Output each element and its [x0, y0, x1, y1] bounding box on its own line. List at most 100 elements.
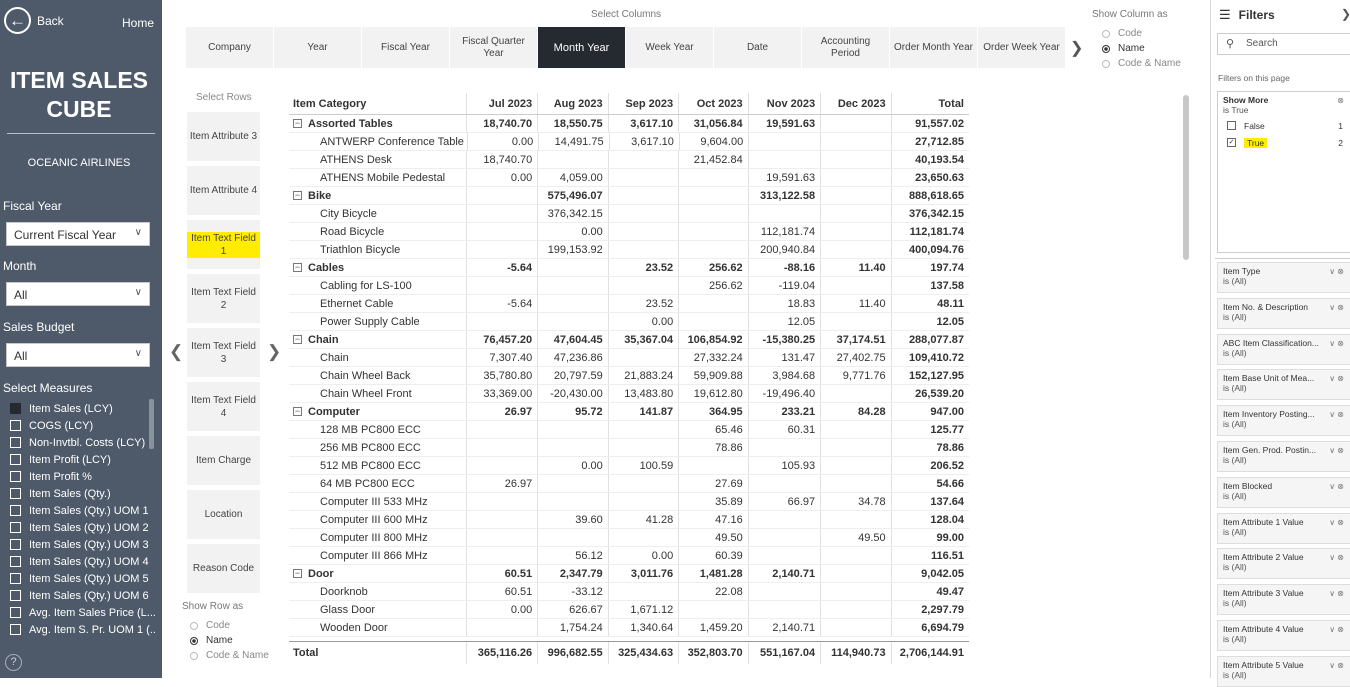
- chevron-down-icon[interactable]: ∨ ⊗: [1329, 267, 1344, 276]
- sales-budget-dropdown[interactable]: All ∨: [6, 343, 150, 367]
- column-button-order-week-year[interactable]: Order Week Year: [978, 27, 1066, 68]
- chevron-right-icon[interactable]: ❯: [1070, 40, 1084, 57]
- row-button-item-attribute-3[interactable]: Item Attribute 3: [187, 112, 260, 161]
- row-button-item-attribute-4[interactable]: Item Attribute 4: [187, 166, 260, 215]
- chevron-down-icon[interactable]: ∨ ⊗: [1329, 302, 1344, 312]
- home-button[interactable]: Home: [122, 16, 155, 30]
- radio-icon[interactable]: [190, 651, 198, 660]
- checkbox-icon[interactable]: [10, 607, 21, 618]
- row-button-item-text-field-2[interactable]: Item Text Field 2: [187, 274, 260, 323]
- measure-item[interactable]: Item Sales (Qty.) UOM 4: [10, 553, 156, 570]
- collapse-icon[interactable]: −: [293, 190, 302, 200]
- measure-item[interactable]: Item Sales (Qty.) UOM 6: [10, 587, 156, 604]
- checkbox-icon[interactable]: [10, 437, 21, 448]
- collapse-icon[interactable]: −: [293, 262, 302, 272]
- measure-item[interactable]: Item Profit %: [10, 468, 156, 485]
- matrix-scrollbar[interactable]: [1183, 95, 1189, 260]
- radio-code[interactable]: Code: [1102, 26, 1181, 41]
- collapse-icon[interactable]: −: [293, 406, 302, 416]
- filter-option-true[interactable]: ✓ True 2: [1223, 136, 1345, 149]
- checkbox-icon[interactable]: [10, 454, 21, 465]
- measure-item[interactable]: Item Sales (Qty.) UOM 5: [10, 570, 156, 587]
- row-button-item-text-field-1[interactable]: Item Text Field 1: [187, 220, 260, 269]
- checkbox-checked-icon[interactable]: ✓: [1227, 138, 1236, 147]
- chevron-right-icon[interactable]: ❯: [267, 342, 282, 361]
- chevron-down-icon[interactable]: ∨ ⊗: [1329, 589, 1344, 599]
- measure-item[interactable]: Item Sales (Qty.) UOM 1: [10, 502, 156, 519]
- collapse-icon[interactable]: ❯: [1341, 7, 1350, 21]
- checkbox-icon[interactable]: [10, 488, 21, 499]
- collapse-icon[interactable]: −: [293, 568, 302, 578]
- chevron-down-icon[interactable]: ∨ ⊗: [1329, 374, 1344, 384]
- measures-scrollbar[interactable]: [149, 399, 154, 449]
- chevron-down-icon[interactable]: ∨ ⊗: [1329, 446, 1344, 455]
- filter-option-false[interactable]: False 1: [1223, 119, 1345, 132]
- radio-name[interactable]: Name: [190, 633, 269, 648]
- collapse-icon[interactable]: −: [293, 118, 302, 128]
- row-button-item-text-field-3[interactable]: Item Text Field 3: [187, 328, 260, 377]
- chevron-down-icon[interactable]: ∨ ⊗: [1329, 660, 1344, 670]
- measure-item[interactable]: Non-Invtbl. Costs (LCY): [10, 434, 156, 451]
- radio-code[interactable]: Code: [190, 618, 269, 633]
- radio-icon[interactable]: [1102, 29, 1110, 38]
- column-button-date[interactable]: Date: [714, 27, 802, 68]
- radio-icon[interactable]: [190, 621, 198, 630]
- row-button-item-text-field-4[interactable]: Item Text Field 4: [187, 382, 260, 431]
- checkbox-icon[interactable]: [10, 505, 21, 516]
- radio-name[interactable]: Name: [1102, 41, 1181, 56]
- measure-item[interactable]: COGS (LCY): [10, 417, 156, 434]
- chevron-down-icon[interactable]: ∨ ⊗: [1329, 481, 1344, 491]
- filter-card[interactable]: Item Attribute 1 Value is (All) ∨ ⊗: [1217, 512, 1350, 544]
- filter-card[interactable]: Item Blocked is (All) ∨ ⊗: [1217, 476, 1350, 508]
- filter-card[interactable]: Item Attribute 4 Value is (All) ∨ ⊗: [1217, 620, 1350, 651]
- month-dropdown[interactable]: All ∨: [6, 282, 150, 306]
- chevron-down-icon[interactable]: ∨ ⊗: [1329, 553, 1344, 563]
- measure-item[interactable]: Avg. Item Sales Price (L...: [10, 604, 156, 621]
- chevron-down-icon[interactable]: ∨ ⊗: [1329, 338, 1344, 348]
- chevron-down-icon[interactable]: ∨ ⊗: [1329, 410, 1344, 420]
- chevron-down-icon[interactable]: ∨ ⊗: [1329, 517, 1344, 527]
- chevron-left-icon[interactable]: ❮: [169, 342, 184, 361]
- filter-card[interactable]: Item No. & Description is (All) ∨ ⊗: [1217, 297, 1350, 329]
- radio-icon[interactable]: [1102, 59, 1110, 68]
- filter-card[interactable]: Item Base Unit of Mea... is (All) ∨ ⊗: [1217, 369, 1350, 401]
- radio-selected-icon[interactable]: [1102, 44, 1110, 53]
- filter-card[interactable]: Item Inventory Posting... is (All) ∨ ⊗: [1217, 405, 1350, 437]
- column-button-accounting-period[interactable]: Accounting Period: [802, 27, 890, 68]
- filter-card[interactable]: Item Attribute 2 Value is (All) ∨ ⊗: [1217, 548, 1350, 580]
- filter-card[interactable]: Item Attribute 5 Value is (All) ∨ ⊗: [1217, 655, 1350, 687]
- measure-item[interactable]: Item Profit (LCY): [10, 451, 156, 468]
- chevron-down-icon[interactable]: ∨ ⊗: [1329, 625, 1344, 634]
- column-button-company[interactable]: Company: [186, 27, 274, 68]
- checkbox-icon[interactable]: [10, 522, 21, 533]
- checkbox-icon[interactable]: [10, 539, 21, 550]
- help-icon[interactable]: ?: [5, 654, 22, 671]
- row-button-reason-code[interactable]: Reason Code: [187, 544, 260, 593]
- measure-item[interactable]: Item Sales (Qty.) UOM 3: [10, 536, 156, 553]
- column-button-order-month-year[interactable]: Order Month Year: [890, 27, 978, 68]
- measure-item[interactable]: Item Sales (Qty.) UOM 2: [10, 519, 156, 536]
- filter-card[interactable]: ABC Item Classification... is (All) ∨ ⊗: [1217, 333, 1350, 365]
- filter-card[interactable]: Item Gen. Prod. Postin... is (All) ∨ ⊗: [1217, 441, 1350, 472]
- checkbox-icon[interactable]: [10, 573, 21, 584]
- measure-item[interactable]: Item Sales (Qty.): [10, 485, 156, 502]
- back-button[interactable]: ← Back: [4, 7, 64, 34]
- collapse-icon[interactable]: −: [293, 334, 302, 344]
- filter-card-show-more[interactable]: Show More is True ⊗ False 1 ✓ True 2: [1217, 91, 1350, 253]
- column-button-fiscal-year[interactable]: Fiscal Year: [362, 27, 450, 68]
- checkbox-icon[interactable]: [10, 556, 21, 567]
- filter-card[interactable]: Item Attribute 3 Value is (All) ∨ ⊗: [1217, 584, 1350, 616]
- column-button-week-year[interactable]: Week Year: [626, 27, 714, 68]
- checkbox-icon[interactable]: [10, 624, 21, 635]
- measure-item[interactable]: Item Sales (LCY): [10, 400, 156, 417]
- checkbox-checked-icon[interactable]: [10, 403, 21, 414]
- checkbox-icon[interactable]: [1227, 121, 1236, 130]
- eraser-icon[interactable]: ⊗: [1337, 96, 1344, 105]
- row-button-item-charge[interactable]: Item Charge: [187, 436, 260, 485]
- fiscal-year-dropdown[interactable]: Current Fiscal Year ∨: [6, 222, 150, 246]
- filter-card[interactable]: Item Type is (All) ∨ ⊗: [1217, 262, 1350, 293]
- checkbox-icon[interactable]: [10, 590, 21, 601]
- radio-code-and-name[interactable]: Code & Name: [1102, 56, 1181, 71]
- column-button-year[interactable]: Year: [274, 27, 362, 68]
- radio-code-and-name[interactable]: Code & Name: [190, 648, 269, 663]
